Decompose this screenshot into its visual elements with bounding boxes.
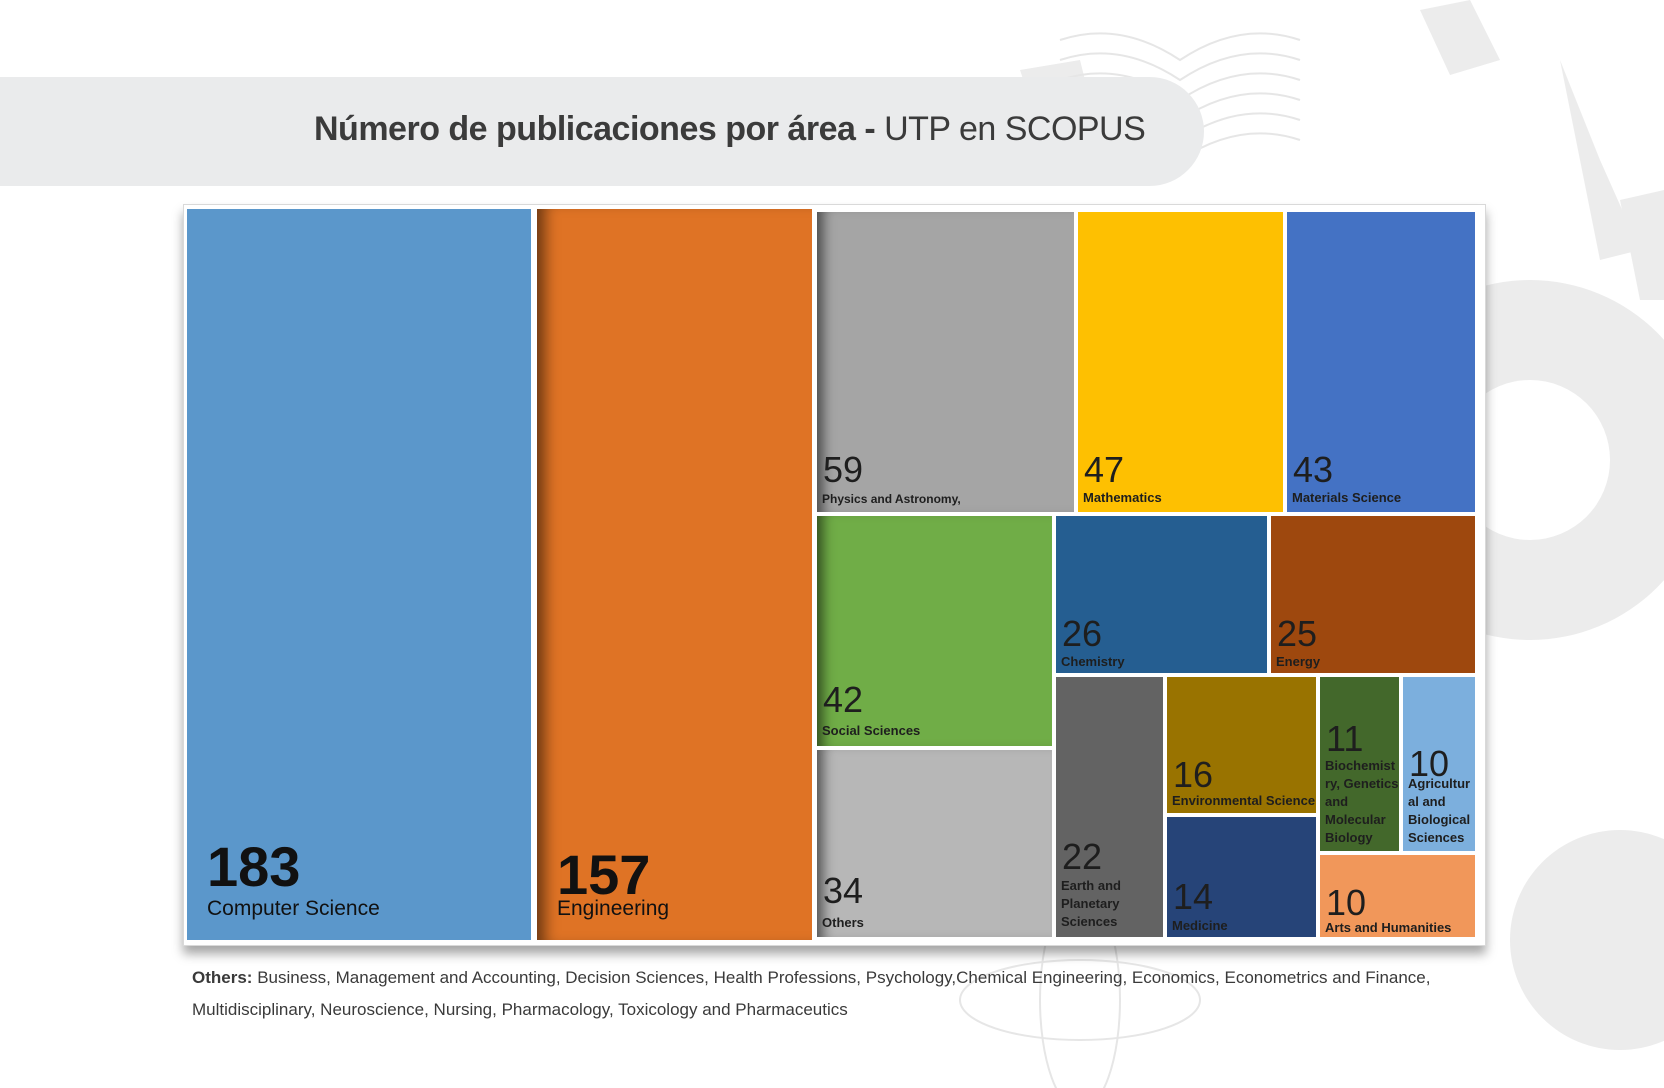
tile-value: 42 [823,679,864,720]
tile-value: 22 [1062,836,1103,877]
treemap-tile-computer-science: 183 Computer Science [187,209,531,940]
treemap-tile-materials-science: 43 Materials Science [1287,212,1475,512]
tile-value: 11 [1326,718,1364,759]
tile-label: Engineering [557,897,670,920]
tile-label: Energy [1276,654,1321,669]
chart-title-regular: UTP en SCOPUS [884,110,1146,148]
tile-value: 157 [557,843,651,906]
tile-label: Chemistry [1061,654,1125,669]
tile-label: Arts and Humanities [1325,920,1452,935]
tile-value: 25 [1277,613,1318,654]
tile-label: Mathematics [1083,490,1162,505]
tile-value: 16 [1173,754,1214,795]
treemap-tile-social-sciences: 42 Social Sciences [817,516,1052,746]
tile-value: 26 [1062,613,1103,654]
treemap-tile-engineering: 157 Engineering [537,209,812,940]
treemap-tile-physics-astronomy: 59 Physics and Astronomy, [817,212,1074,512]
tile-value: 10 [1326,882,1367,923]
treemap-tile-energy: 25 Energy [1271,516,1475,673]
footnote: Others: Business, Management and Account… [192,962,1492,1026]
treemap-tile-medicine: 14 Medicine [1167,817,1316,937]
footnote-text: Business, Management and Accounting, Dec… [192,968,1431,1019]
title-band [0,77,1204,186]
treemap-tile-biochemistry-genetics: 11 Biochemist ry, Genetics and Molecular Biol… [1320,677,1399,851]
tile-label: Materials Science [1292,490,1402,505]
tile-value: 59 [823,449,864,490]
tile-value: 14 [1173,876,1214,917]
tile-value: 183 [207,835,301,898]
treemap-tile-mathematics: 47 Mathematics [1078,212,1283,512]
tile-label: Earth and Planetary Sciences [1061,878,1121,929]
chart-title: Número de publicaciones por área - UTP e… [314,110,1146,149]
tile-label: Computer Science [207,897,380,920]
tile-value: 43 [1293,449,1334,490]
treemap-tile-arts-humanities: 10 Arts and Humanities [1320,855,1475,937]
tile-label: Environmental Science [1172,793,1316,808]
tile-label: Agricultur al and Biological Sciences [1408,776,1471,845]
tile-label: Biochemist ry, Genetics and Molecular Biolog… [1325,758,1399,845]
tile-value: 34 [823,870,864,911]
tile-value: 47 [1084,449,1125,490]
treemap-tile-earth-planetary-sciences: 22 Earth and Planetary Sciences [1056,677,1163,937]
tile-label: Social Sciences [822,723,921,738]
tile-value: 10 [1409,743,1450,784]
treemap-tile-agricultural-biological: 10 Agricultur al and Biological Sciences [1403,677,1475,851]
tile-label: Others [822,915,864,930]
treemap-tile-chemistry: 26 Chemistry [1056,516,1267,673]
footnote-label: Others: [192,968,253,987]
treemap-tile-environmental-science: 16 Environmental Science [1167,677,1316,813]
treemap-tile-others: 34 Others [817,750,1052,937]
tile-label: Physics and Astronomy, [822,492,961,506]
tile-label: Medicine [1172,918,1228,933]
chart-title-bold: Número de publicaciones por área - [314,110,876,148]
